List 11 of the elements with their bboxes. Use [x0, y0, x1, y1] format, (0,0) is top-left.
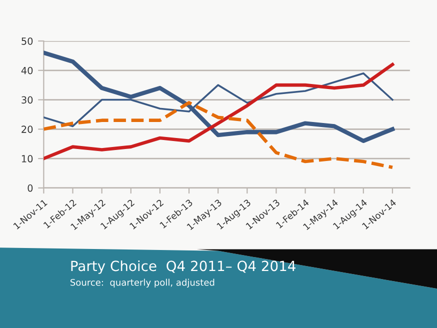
line-series [44, 101, 394, 170]
y-tick-label: 30 [22, 96, 33, 104]
y-tick-label: 10 [22, 155, 33, 162]
text: Party Choice Q4 2011– Q4 2014 [71, 260, 296, 274]
y-tick-label: 50 [22, 37, 33, 45]
y-tick-label: 40 [21, 66, 33, 74]
source-note: Source: quarterly poll, adjusted [70, 278, 214, 288]
line-series [44, 62, 394, 160]
y-tick-label: 0 [28, 184, 33, 192]
y-tick-label: 20 [22, 126, 33, 133]
line-series [44, 50, 395, 144]
